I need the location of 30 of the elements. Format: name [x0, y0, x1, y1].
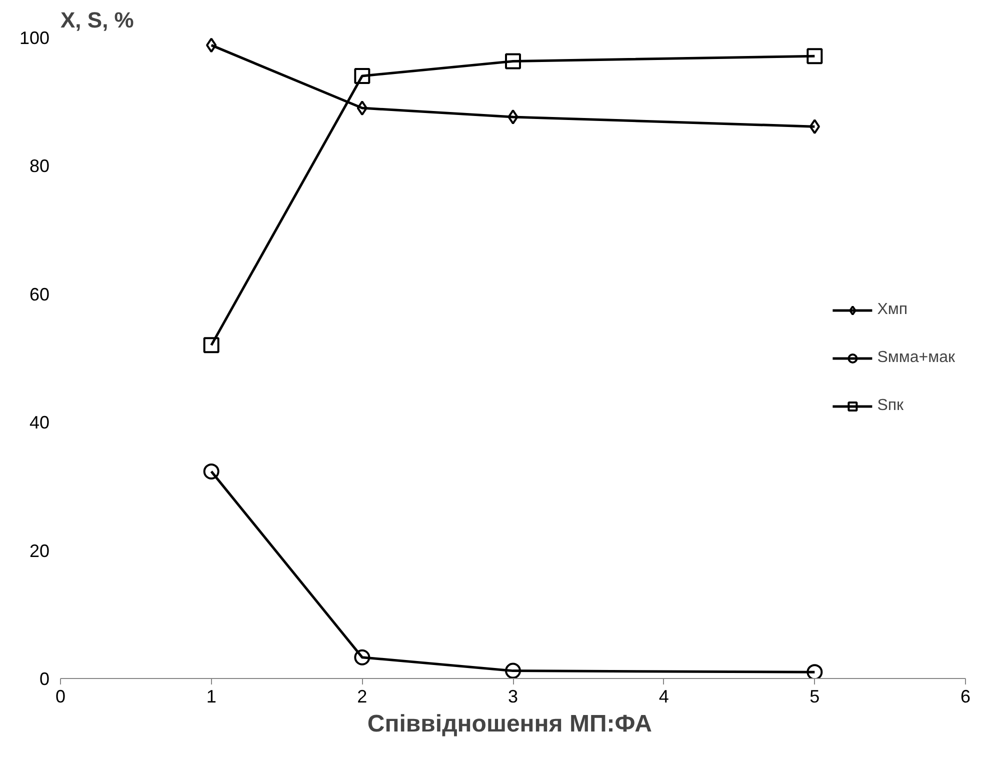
y-axis-title: X, S, %: [60, 8, 134, 32]
point: [206, 38, 217, 53]
point: [354, 68, 370, 84]
y-tick-label: 80: [29, 156, 50, 176]
x-tick-label: 5: [810, 686, 820, 706]
point: [806, 48, 823, 64]
x-tick-label: 6: [960, 686, 971, 706]
x-tick-label: 3: [508, 686, 518, 706]
point: [508, 109, 518, 124]
x-tick-label: 4: [658, 686, 669, 706]
x-tick-label: 1: [206, 686, 216, 706]
y-tick-label: 60: [29, 284, 50, 304]
legend-label: Xмп: [877, 300, 908, 318]
point: [505, 662, 521, 678]
point: [203, 337, 220, 354]
point: [203, 463, 220, 480]
x-tick-label: 0: [55, 686, 66, 706]
point: [505, 53, 521, 70]
legend-label: Sмма+мак: [877, 348, 955, 366]
y-tick-label: 0: [39, 669, 50, 689]
y-tick-label: 20: [29, 540, 50, 561]
point: [356, 100, 368, 116]
point: [354, 649, 370, 666]
x-axis-title: Співвідношення МП:ФА: [367, 710, 652, 738]
point: [806, 664, 823, 678]
point: [809, 119, 820, 134]
x-tick-label: 2: [357, 686, 368, 706]
y-tick-label: 40: [29, 412, 50, 433]
legend-label: Sпк: [877, 396, 904, 414]
y-tick-label: 100: [19, 28, 50, 48]
